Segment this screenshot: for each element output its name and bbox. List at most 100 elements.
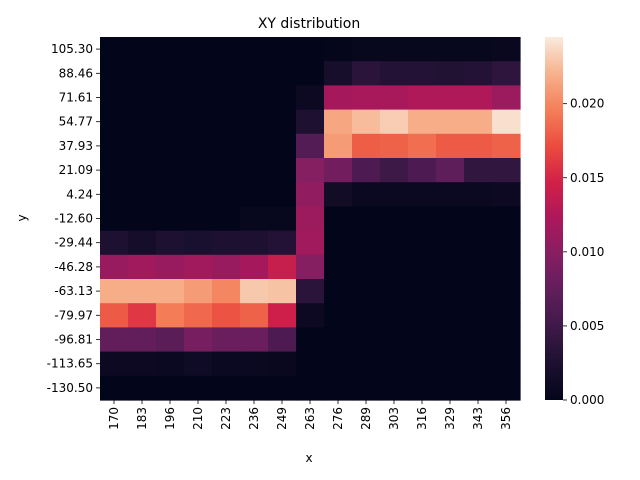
heatmap-cell [268,85,297,111]
heatmap-cell [184,61,213,86]
colorbar-tick-label: 0.000 [570,393,604,407]
y-tick-label: -12.60 [54,212,93,226]
heatmap-cell [212,279,241,304]
heatmap-cell [212,230,241,256]
heatmap-cell [100,85,129,111]
heatmap-cell [380,61,409,86]
heatmap-cell [268,133,297,159]
heatmap-cell [128,303,157,328]
heatmap-cell [380,85,409,111]
heatmap-cell [380,133,409,159]
heatmap-cell [212,158,241,183]
heatmap-cell [492,206,521,232]
y-axis-label: y [15,214,29,221]
heatmap-cell [268,351,297,377]
heatmap-cell [352,109,381,135]
heatmap-cell [128,61,157,86]
heatmap-cell [352,327,381,353]
heatmap-cell [296,375,325,401]
heatmap-cell [212,254,241,280]
heatmap-cell [380,37,409,62]
heatmap-cell [128,351,157,377]
heatmap-cell [296,182,325,207]
heatmap-cell [436,182,465,207]
heatmap-cell [128,182,157,207]
heatmap-cell [100,182,129,207]
y-tick-label: 88.46 [59,66,93,80]
heatmap-cell [100,327,129,353]
heatmap-cell [436,375,465,401]
heatmap-cell [408,375,437,401]
heatmap-cell [436,109,465,135]
heatmap-cell [464,85,493,111]
heatmap-cell [240,206,269,232]
heatmap-cell [324,303,353,328]
heatmap-cell [464,37,493,62]
heatmap-cell [240,351,269,377]
heatmap-cell [436,158,465,183]
heatmap-cell [128,85,157,111]
heatmap-cell [324,254,353,280]
x-tick-label: 210 [191,407,205,430]
heatmap-cell [408,206,437,232]
heatmap-cell [268,109,297,135]
heatmap-cell [436,206,465,232]
x-tick-label: 196 [163,407,177,430]
heatmap-cell [492,230,521,256]
heatmap-cell [380,303,409,328]
y-tick-label: 21.09 [59,163,93,177]
x-tick-label: 263 [303,407,317,430]
heatmap-cell [408,351,437,377]
colorbar-tick-label: 0.005 [570,319,604,333]
heatmap-cell [352,303,381,328]
heatmap-cell [352,85,381,111]
heatmap-cell [156,303,185,328]
heatmap-cell [352,158,381,183]
y-axis-ticks: 105.30 88.46 71.61 54.77 37.93 21.09 4.24 -12.6… [47,42,100,395]
heatmap-cell [436,61,465,86]
heatmap-cell [352,351,381,377]
heatmap-cell [156,375,185,401]
heatmap-cell [324,85,353,111]
heatmap-cell [492,61,521,86]
heatmap-cell [240,182,269,207]
heatmap-cell [436,303,465,328]
heatmap-cell [184,85,213,111]
heatmap-cell [128,133,157,159]
x-tick-label: 316 [415,407,429,430]
x-tick-label: 236 [247,407,261,430]
heatmap-cell [464,351,493,377]
heatmap-cell [268,375,297,401]
heatmap-cell [464,279,493,304]
heatmap-cell [380,279,409,304]
heatmap-cell [324,327,353,353]
heatmap-cell [184,375,213,401]
heatmap-cell [324,230,353,256]
heatmap-cell [184,37,213,62]
heatmap-cell [156,37,185,62]
heatmap-cell [464,254,493,280]
heatmap-cell [240,303,269,328]
heatmap-cell [212,61,241,86]
heatmap-cell [156,327,185,353]
heatmap-cell [464,230,493,256]
y-tick-label: -29.44 [54,236,93,250]
heatmap-cell [492,351,521,377]
heatmap-cell [408,158,437,183]
heatmap-cell [100,158,129,183]
heatmap-cell [268,158,297,183]
heatmap-cell [380,158,409,183]
y-tick-label: -79.97 [54,308,93,322]
heatmap-cell [156,279,185,304]
heatmap-cell [380,109,409,135]
heatmap-cell [184,254,213,280]
heatmap-cell [436,230,465,256]
heatmap-cell [352,375,381,401]
heatmap-cell [408,37,437,62]
heatmap-cell [184,206,213,232]
heatmap-cell [156,230,185,256]
heatmap-cell [212,182,241,207]
heatmap-cell [296,254,325,280]
heatmap-cell [240,109,269,135]
heatmap-cell [212,37,241,62]
